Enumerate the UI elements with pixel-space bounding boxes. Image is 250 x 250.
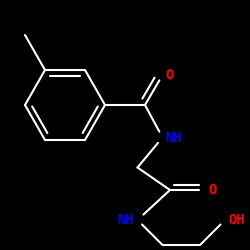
- Text: OH: OH: [228, 213, 245, 227]
- Text: O: O: [208, 183, 216, 197]
- Text: NH: NH: [166, 130, 182, 144]
- Text: NH: NH: [118, 213, 134, 227]
- Text: O: O: [166, 68, 174, 82]
